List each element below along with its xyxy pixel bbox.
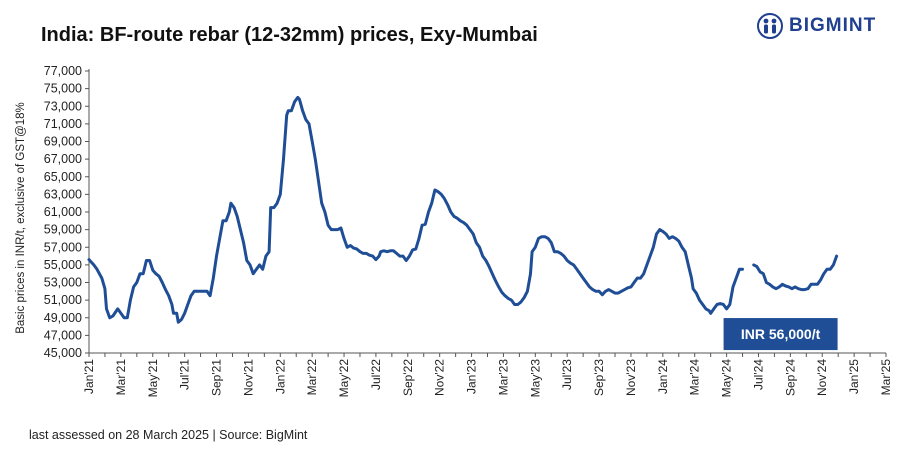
y-tick-label: 51,000 (44, 293, 82, 307)
callout-box (723, 318, 838, 351)
x-tick-label: Jan'25 (847, 359, 861, 394)
callout-text: INR 56,000/t (741, 326, 821, 342)
y-tick-label: 71,000 (44, 117, 82, 131)
x-tick-label: Jan'22 (273, 359, 287, 394)
y-axis-label: Basic prices in INR/t, exclusive of GST@… (15, 102, 27, 334)
x-tick-label: Mar'23 (496, 359, 510, 396)
x-tick-label: Jul'24 (751, 359, 765, 390)
bigmint-people-icon (757, 13, 783, 39)
price-series (87, 95, 839, 324)
y-tick-label: 45,000 (44, 346, 82, 360)
x-tick-label: Mar'22 (305, 359, 319, 396)
y-tick-label: 57,000 (44, 240, 82, 254)
chart-title: India: BF-route rebar (12-32mm) prices, … (41, 24, 538, 46)
y-tick-label: 55,000 (44, 258, 82, 272)
bigmint-logo: BIGMINT (757, 12, 876, 40)
series-line (752, 254, 839, 292)
x-tick-label: Sep'24 (783, 359, 797, 396)
y-tick-label: 47,000 (44, 328, 82, 342)
x-tick-label: Jan'24 (656, 359, 670, 394)
x-tick-label: Sep'23 (592, 359, 606, 396)
x-tick-label: Nov'24 (815, 359, 829, 396)
x-tick-label: Jul'21 (178, 359, 192, 390)
x-tick-label: Nov'23 (624, 359, 638, 396)
x-tick-label: May'21 (146, 359, 160, 398)
x-tick-label: Nov'21 (241, 359, 255, 396)
y-tick-label: 53,000 (44, 276, 82, 290)
footer-source: last assessed on 28 March 2025 | Source:… (29, 428, 308, 442)
y-axis: 45,000 47,000 49,000 51,000 53,000 55,000 57,0… (44, 64, 90, 360)
y-tick-label: 61,000 (44, 205, 82, 219)
latest-price-callout: INR 56,000/t (723, 318, 838, 351)
x-tick-label: May'22 (337, 359, 351, 398)
y-tick-label: 63,000 (44, 187, 82, 201)
y-tick-label: 77,000 (44, 64, 82, 78)
x-tick-label: Jul'23 (560, 359, 574, 390)
x-tick-label: Sep'22 (401, 359, 415, 396)
x-tick-label: Sep'21 (210, 359, 224, 396)
x-tick-label: May'23 (528, 359, 542, 398)
y-tick-label: 69,000 (44, 135, 82, 149)
y-tick-label: 75,000 (44, 82, 82, 96)
x-tick-label: Jul'22 (369, 359, 383, 390)
y-tick-label: 67,000 (44, 152, 82, 166)
y-tick-label: 59,000 (44, 223, 82, 237)
x-tick-label: Jan'21 (82, 359, 96, 394)
y-tick-label: 49,000 (44, 311, 82, 325)
brand-name: BIGMINT (789, 15, 877, 36)
x-tick-label: Nov'22 (433, 359, 447, 396)
x-tick-label: Mar'24 (688, 359, 702, 396)
x-axis: Jan'21 Mar'21 May'21 Jul'21 Sep'21 Nov'21 Jan'… (82, 352, 893, 398)
x-tick-label: May'24 (720, 359, 734, 398)
y-tick-label: 65,000 (44, 170, 82, 184)
x-tick-label: Jan'23 (465, 359, 479, 394)
series-line (87, 95, 744, 324)
x-tick-label: Mar'25 (879, 359, 893, 396)
x-tick-label: Mar'21 (114, 359, 128, 396)
y-tick-label: 73,000 (44, 99, 82, 113)
